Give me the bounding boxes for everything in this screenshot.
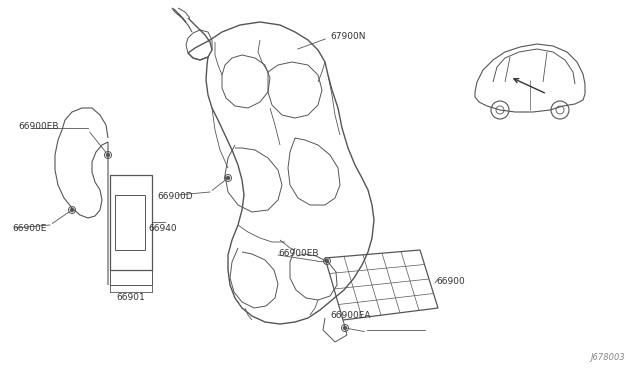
Text: 66900EB: 66900EB [18,122,58,131]
Text: 66900: 66900 [436,278,465,286]
Circle shape [344,327,346,330]
Text: 66900D: 66900D [157,192,193,201]
Circle shape [227,176,230,180]
Text: 66940: 66940 [148,224,177,232]
Text: 66900EA: 66900EA [330,311,371,320]
Text: J678003: J678003 [590,353,625,362]
Circle shape [106,154,109,157]
Text: 66900E: 66900E [12,224,46,232]
Text: 66900EB: 66900EB [278,248,319,257]
Circle shape [70,208,74,212]
Text: 67900N: 67900N [330,32,365,41]
Circle shape [326,260,328,263]
Text: 66901: 66901 [116,294,145,302]
